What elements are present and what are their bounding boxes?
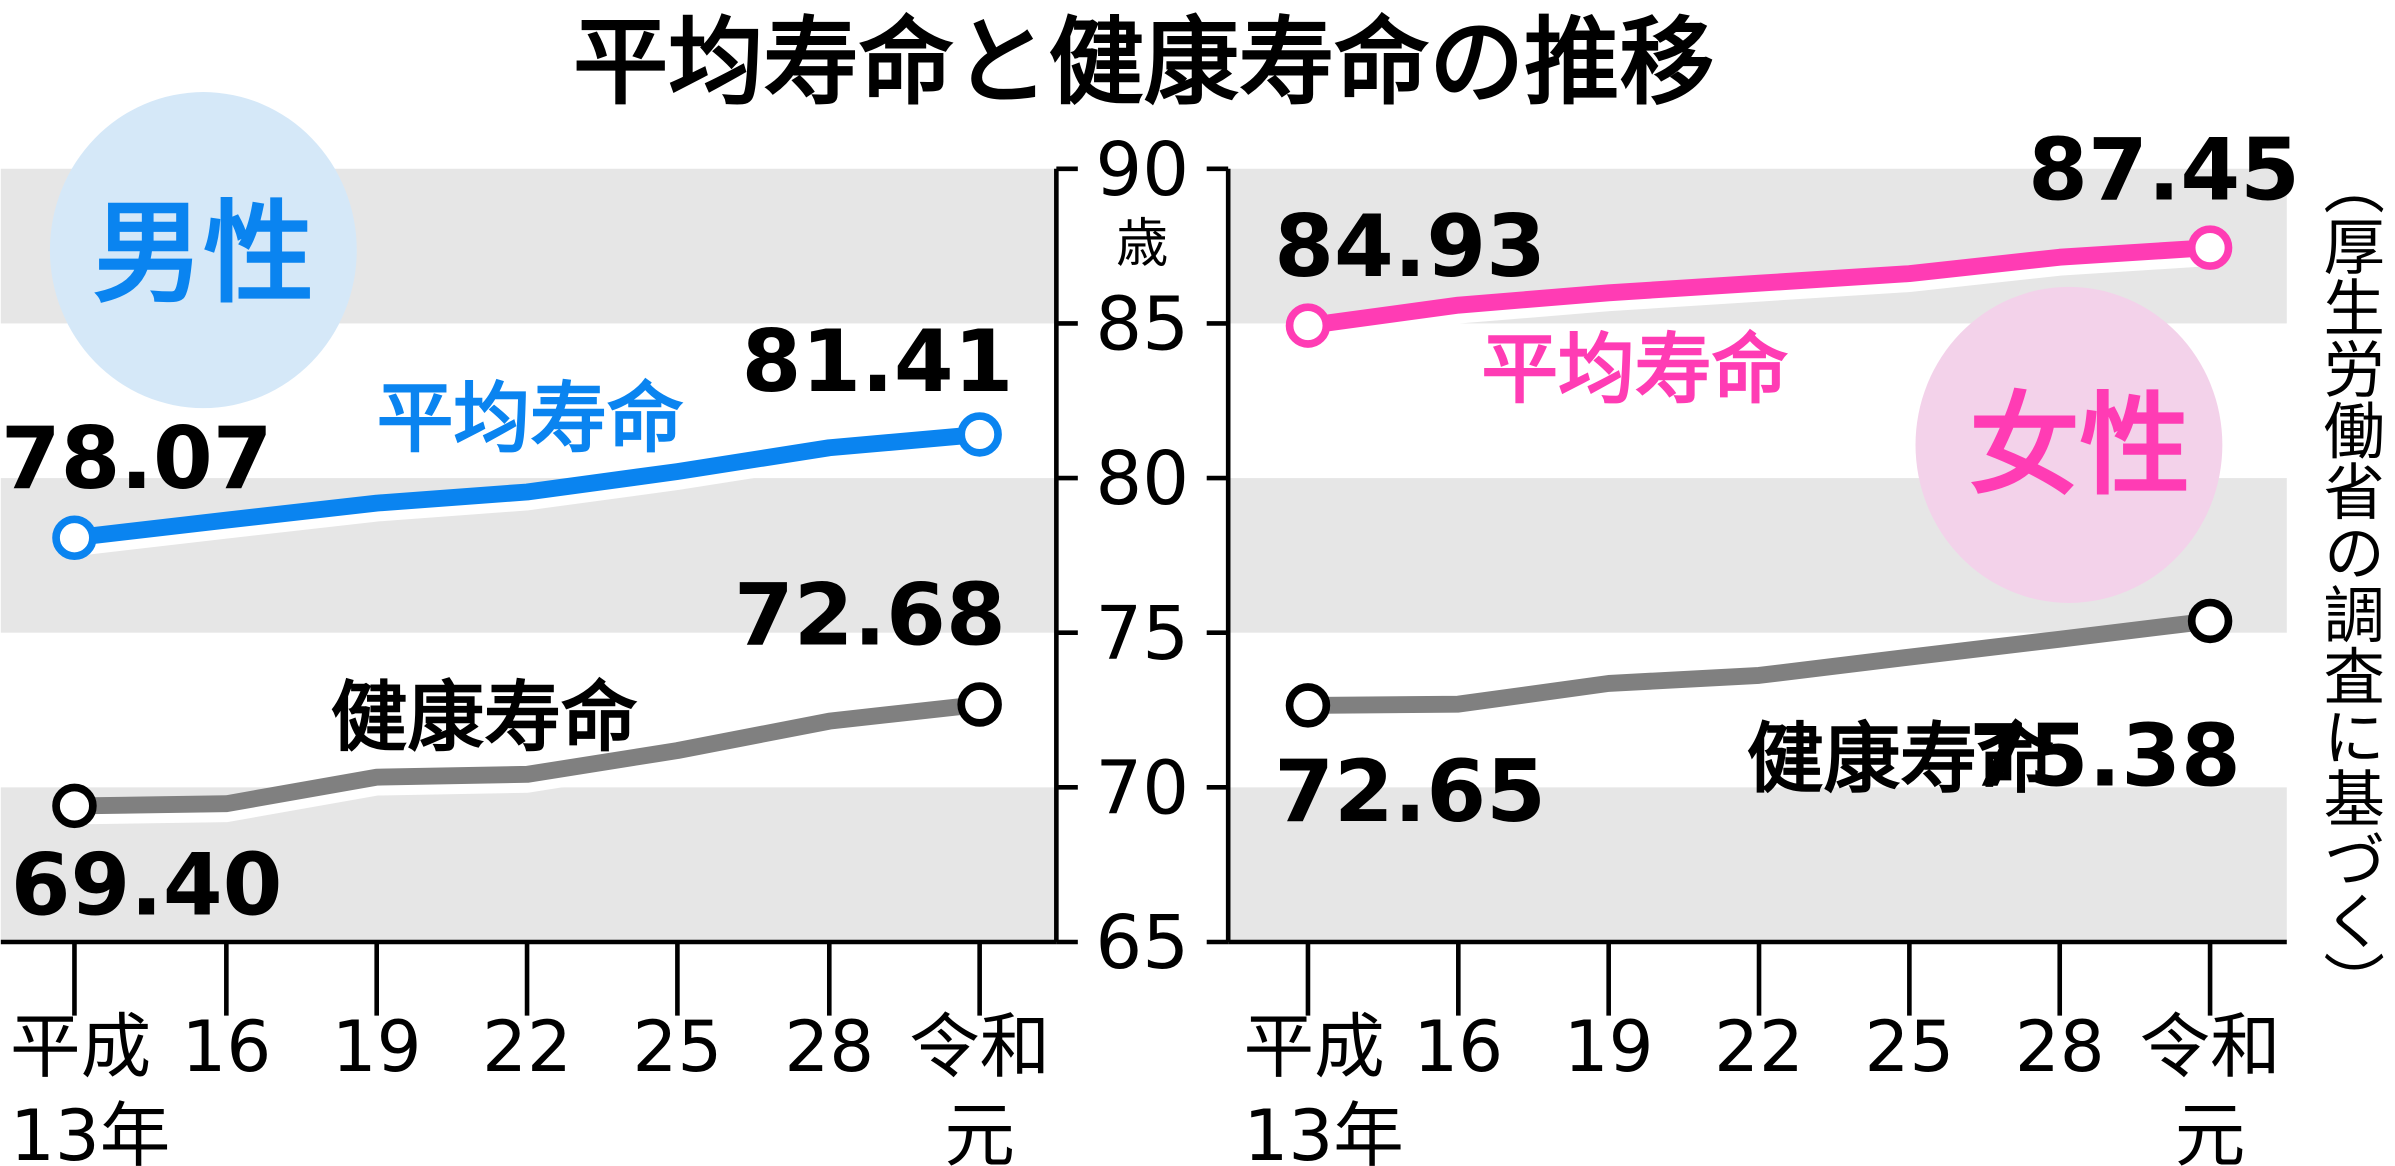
series-line xyxy=(73,426,981,547)
data-label: 72.65 xyxy=(1274,742,1546,842)
y-tick-label: 70 xyxy=(1095,746,1189,831)
source-note: （厚生労働省の調査に基づく） xyxy=(2313,153,2384,1012)
x-tick-label: 19 xyxy=(1564,1005,1654,1088)
x-tick-label: 令和 xyxy=(2140,1005,2281,1088)
data-label: 69.40 xyxy=(11,835,283,935)
x-tick-label: 28 xyxy=(784,1005,874,1088)
data-point xyxy=(52,515,97,561)
series-name-label: 平均寿命 xyxy=(1481,326,1788,415)
x-tick-label: 平成 xyxy=(1244,1005,1385,1088)
female-badge-label: 女性 xyxy=(1969,381,2190,510)
x-tick-label: 16 xyxy=(1413,1005,1503,1088)
series-line xyxy=(1306,239,2211,334)
data-label: 78.07 xyxy=(1,409,273,509)
x-tick-label: 22 xyxy=(482,1005,572,1088)
male-badge-circle xyxy=(49,92,357,409)
x-tick-label: 13年 xyxy=(10,1094,170,1166)
x-tick-label: 16 xyxy=(181,1005,271,1088)
data-point xyxy=(1285,303,1331,348)
x-tick-label: 元 xyxy=(2175,1094,2246,1166)
data-label: 72.68 xyxy=(734,565,1006,665)
x-tick-label: 25 xyxy=(1864,1005,1954,1088)
data-point xyxy=(1285,683,1331,728)
y-tick-label: 80 xyxy=(1095,437,1189,522)
series-line xyxy=(1307,612,2212,714)
y-tick-label: 85 xyxy=(1095,282,1189,367)
y-tick-label: 90 xyxy=(1095,128,1189,213)
data-point xyxy=(52,783,97,829)
x-tick-label: 平成 xyxy=(10,1005,151,1088)
x-tick-label: 13年 xyxy=(1244,1094,1404,1166)
female-badge-circle xyxy=(1915,286,2223,603)
grid-band xyxy=(1228,787,2287,943)
series-line xyxy=(74,696,981,815)
x-tick-label: 元 xyxy=(944,1094,1015,1166)
y-tick-label: 75 xyxy=(1095,592,1189,677)
data-label: 75.38 xyxy=(1969,707,2241,807)
background-bands xyxy=(0,168,2287,943)
series-name-label: 健康寿命 xyxy=(1747,716,2054,805)
data-label: 81.41 xyxy=(742,312,1014,412)
data-label: 84.93 xyxy=(1274,197,1546,297)
y-unit-label: 歳 xyxy=(1116,214,1168,274)
x-tick-label: 22 xyxy=(1714,1005,1804,1088)
data-label: 87.45 xyxy=(2028,120,2300,220)
x-tick-label: 25 xyxy=(633,1005,723,1088)
data-point xyxy=(957,412,1002,457)
series-name-label: 健康寿命 xyxy=(331,674,638,763)
y-tick-label: 65 xyxy=(1095,901,1189,986)
chart-title: 平均寿命と健康寿命の推移 xyxy=(573,8,1714,118)
data-point xyxy=(2187,598,2233,644)
male-badge-label: 男性 xyxy=(93,189,314,318)
x-tick-label: 28 xyxy=(2015,1005,2105,1088)
data-point xyxy=(957,682,1002,727)
series-name-label: 平均寿命 xyxy=(377,375,684,464)
x-tick-label: 令和 xyxy=(909,1005,1050,1088)
series-group: 平均寿命 78.07 81.41 健康寿命 69.40 72.68 平均寿命 84.93 87.… xyxy=(1,120,2300,935)
data-point xyxy=(2187,225,2233,270)
x-tick-label: 19 xyxy=(332,1005,422,1088)
